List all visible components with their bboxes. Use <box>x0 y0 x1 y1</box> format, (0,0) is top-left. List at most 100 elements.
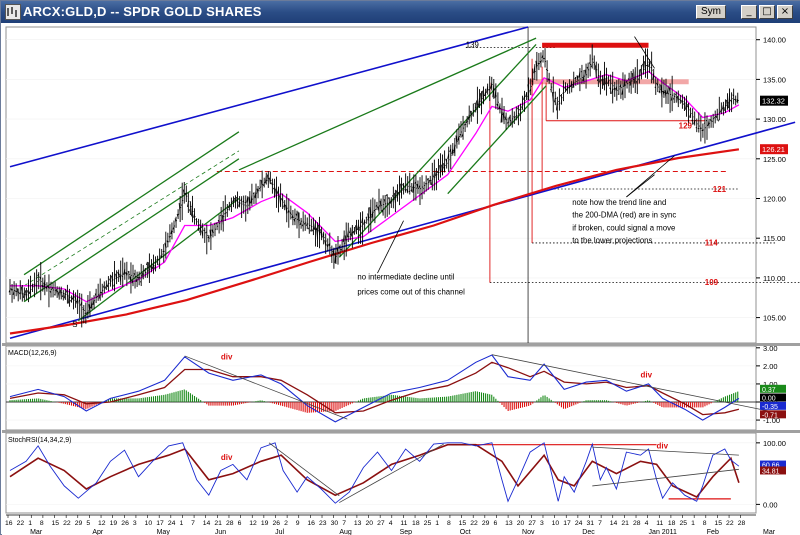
price-bar-open <box>508 116 511 122</box>
price-bar-open <box>646 64 648 67</box>
price-bar-open <box>545 68 548 71</box>
price-bar-open <box>621 88 624 95</box>
x-day-label: 16 <box>307 520 315 527</box>
price-bar-open <box>728 93 730 109</box>
price-bar-open <box>299 221 302 226</box>
price-ytick-label: 105.00 <box>763 314 786 323</box>
price-bar-open <box>529 89 532 92</box>
sym-button[interactable]: Sym <box>696 5 726 19</box>
x-month-label: May <box>157 529 171 535</box>
price-bar-open <box>55 289 58 294</box>
price-bar-open <box>98 292 101 299</box>
price-bar-open <box>615 86 618 91</box>
price-bar-open <box>408 190 410 193</box>
price-bar-open <box>96 295 99 297</box>
price-bar-open <box>537 62 540 65</box>
x-day-label: 7 <box>191 520 195 527</box>
price-bar-open <box>572 80 575 89</box>
x-day-label: 21 <box>214 520 222 527</box>
price-bar-open <box>521 106 523 109</box>
price-bar-open <box>576 75 579 81</box>
window-title: ARCX:GLD,D -- SPDR GOLD SHARES <box>23 4 262 19</box>
close-button[interactable]: × <box>777 5 793 19</box>
macd-last-value-label: 0.37 <box>762 387 776 394</box>
price-bar-open <box>59 289 62 297</box>
price-bar-open <box>297 211 300 227</box>
price-bar-open <box>301 223 304 227</box>
maximize-button[interactable]: □ <box>759 5 775 19</box>
x-day-label: 25 <box>680 520 688 527</box>
chart-area[interactable]: 139 S 129 121 114 109 no intermediate decline … <box>2 23 800 535</box>
price-bar-open <box>215 222 218 225</box>
x-day-label: 10 <box>552 520 560 527</box>
price-bar-open <box>432 173 435 178</box>
price-bar-open <box>492 84 495 98</box>
price-bar-open <box>662 90 665 96</box>
title-bar[interactable]: ARCX:GLD,D -- SPDR GOLD SHARES Sym _ □ × <box>1 1 800 23</box>
price-bar-open <box>443 163 445 172</box>
price-ytick-label: 115.00 <box>763 234 785 243</box>
price-bar-open <box>336 247 339 254</box>
price-bar-open <box>377 206 380 213</box>
price-bar-open <box>519 109 521 111</box>
x-day-label: 6 <box>493 520 497 527</box>
price-bar-open <box>127 271 130 273</box>
channel-midline <box>23 150 240 287</box>
stochrsi-panel-title: StochRSI(14,34,2,9) <box>8 437 71 444</box>
stochrsi-trendline <box>592 446 739 456</box>
x-day-label: 4 <box>645 520 649 527</box>
last-value-box <box>760 95 788 106</box>
x-day-label: 8 <box>40 520 44 527</box>
price-bar-open <box>33 283 35 286</box>
price-bar-open <box>463 124 466 126</box>
price-bar-open <box>250 194 253 204</box>
price-bar-open <box>445 158 448 162</box>
channel-trendline <box>238 37 537 171</box>
price-bar-open <box>232 200 234 203</box>
price-bar-open <box>609 87 612 90</box>
price-bar-open <box>619 83 622 88</box>
price-bar-open <box>322 233 325 238</box>
price-bar-open <box>189 209 191 213</box>
x-day-label: 22 <box>470 520 478 527</box>
price-bar-open <box>268 177 271 184</box>
macd-panel-title: MACD(12,26,9) <box>8 350 57 357</box>
x-month-label: Dec <box>582 529 595 535</box>
price-bar-open <box>260 179 263 188</box>
price-bar-open <box>494 89 497 99</box>
x-day-label: 15 <box>459 520 467 527</box>
price-bar-open <box>730 100 732 103</box>
x-month-label: Jul <box>275 529 284 535</box>
price-bar-open <box>141 272 144 280</box>
price-ytick-label: 130.00 <box>763 115 786 124</box>
price-bar-open <box>18 292 21 295</box>
macd-last-value-box <box>760 393 786 402</box>
price-bar-open <box>439 165 441 173</box>
price-bar-open <box>404 189 406 191</box>
price-bar-open <box>154 265 156 269</box>
x-day-label: 28 <box>226 520 234 527</box>
price-bar-open <box>281 198 284 202</box>
minimize-button[interactable]: _ <box>741 5 757 19</box>
price-bar-open <box>418 184 421 188</box>
stoch-ytick-label: 0.00 <box>763 500 778 509</box>
price-bar-open <box>719 109 722 113</box>
price-bar-open <box>656 83 659 86</box>
price-bar-open <box>504 115 507 120</box>
x-day-label: 18 <box>668 520 676 527</box>
price-bar-open <box>722 104 724 110</box>
price-bar-open <box>186 201 189 208</box>
x-day-label: 3 <box>540 520 544 527</box>
price-bar-open <box>119 273 122 282</box>
price-bar-open <box>61 294 64 298</box>
price-bar-open <box>668 87 671 93</box>
price-bar-open <box>133 273 136 276</box>
price-bar-open <box>551 91 554 102</box>
price-bar-open <box>527 84 530 90</box>
price-bar-open <box>305 223 308 226</box>
price-bar-open <box>8 289 11 293</box>
x-day-label: 22 <box>63 520 71 527</box>
price-bar-open <box>254 190 257 199</box>
